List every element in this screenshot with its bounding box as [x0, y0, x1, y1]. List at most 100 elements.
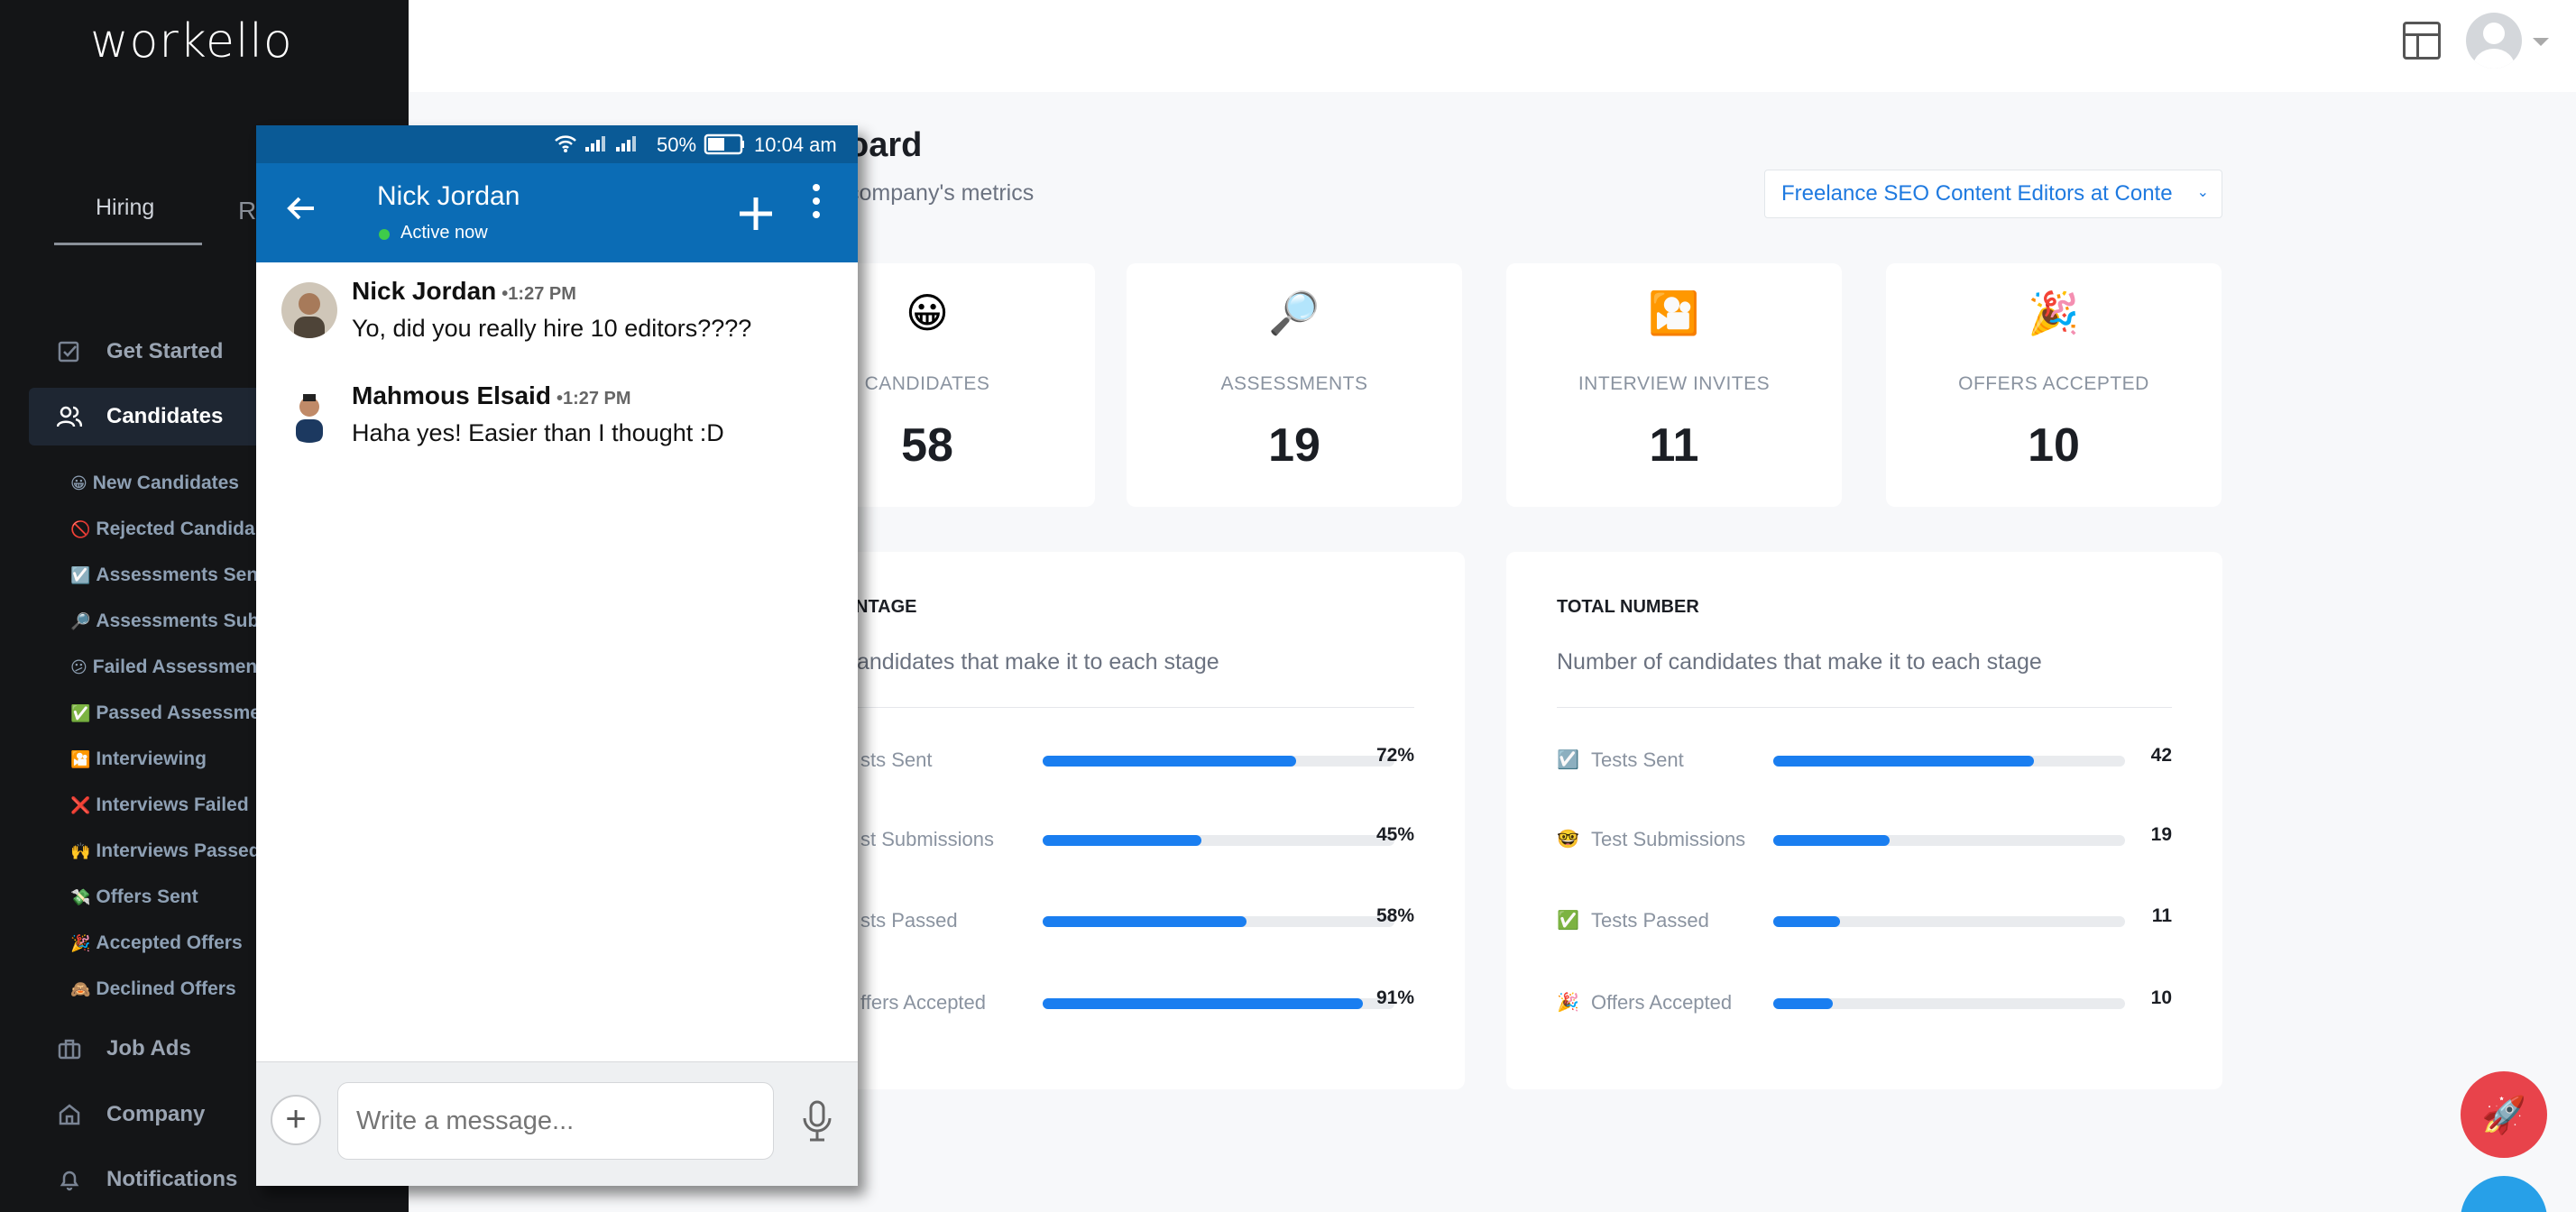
divider [857, 707, 1414, 708]
chat-app-bar: Nick Jordan Active now [256, 163, 858, 262]
job-select-value: Freelance SEO Content Editors at Conte [1781, 181, 2173, 206]
stat-card-offers-accepted: 🎉 OFFERS ACCEPTED 10 [1886, 263, 2222, 507]
progress-track [1773, 998, 2125, 1009]
page-subtitle: company's metrics [848, 180, 1035, 206]
progress-fill [1773, 756, 2034, 767]
panel-heading: TOTAL NUMBER [1557, 597, 1699, 617]
stat-card-assessments: 🔎 ASSESSMENTS 19 [1127, 263, 1462, 507]
chevron-down-icon[interactable] [2533, 38, 2549, 46]
signal-icon [585, 136, 605, 152]
more-vertical-icon[interactable] [812, 181, 821, 225]
app-logo: workello [90, 14, 293, 69]
battery-icon [704, 133, 744, 155]
stage-label: sts Passed [860, 909, 958, 932]
wifi-icon [555, 135, 576, 152]
sub-accepted-offers[interactable]: 🎉 Accepted Offers [70, 932, 243, 953]
message-sender: Mahmous Elsaid •1:27 PM [352, 381, 631, 409]
message-time: •1:27 PM [556, 389, 631, 409]
progress-fill [1043, 916, 1247, 927]
contact-status: Active now [400, 223, 488, 243]
stage-icon: ☑️ [1557, 750, 1579, 770]
progress-fill [1043, 835, 1201, 846]
stat-label: CANDIDATES [864, 373, 990, 394]
panel-description: andidates that make it to each stage [857, 649, 1219, 675]
nav-job-ads[interactable]: Job Ads [0, 1020, 409, 1078]
nav-label: Job Ads [106, 1036, 191, 1060]
progress-track [1043, 998, 1394, 1009]
progress-track [1043, 835, 1394, 846]
progress-track [1043, 756, 1394, 767]
top-bar [409, 0, 2576, 92]
stage-icon: 🤓 [1557, 830, 1579, 849]
microphone-icon[interactable] [799, 1098, 835, 1143]
user-avatar[interactable] [2466, 13, 2522, 69]
nav-get-started[interactable]: Get Started [0, 323, 409, 381]
stage-label: ffers Accepted [860, 991, 987, 1014]
stage-row: ffers Accepted 91% [826, 984, 1414, 1020]
sub-passed-assessments[interactable]: ✅ Passed Assessme [70, 702, 261, 723]
stage-value: 72% [1375, 745, 1414, 766]
stage-label: Offers Accepted [1591, 991, 1733, 1014]
stat-label: INTERVIEW INVITES [1578, 373, 1771, 394]
stage-icon: ✅ [1557, 911, 1579, 931]
message-sender: Nick Jordan •1:27 PM [352, 277, 576, 305]
stage-label: Tests Sent [1591, 748, 1684, 771]
nav-company[interactable]: Company [0, 1086, 409, 1143]
rocket-button[interactable]: 🚀 [2461, 1071, 2547, 1158]
message-input[interactable] [337, 1082, 774, 1160]
sender-avatar [281, 387, 337, 443]
stat-label: ASSESSMENTS [1220, 373, 1368, 394]
message-text: Haha yes! Easier than I thought :D [352, 419, 724, 446]
back-arrow-icon[interactable] [283, 190, 319, 234]
stage-label: st Submissions [860, 828, 994, 850]
stage-value: 42 [2150, 745, 2172, 766]
status-time: 10:04 am [754, 133, 837, 156]
signal-icon [616, 136, 636, 152]
sub-rejected-candidates[interactable]: 🚫 Rejected Candida [70, 519, 255, 539]
party-popper-icon: 🎉 [2028, 289, 2080, 336]
stat-value: 11 [1649, 419, 1699, 472]
tab-hiring[interactable]: Hiring [54, 189, 202, 245]
battery-percent: 50% [657, 133, 697, 156]
message-composer: + [256, 1061, 858, 1186]
magnifier-icon: 🔎 [1268, 289, 1320, 336]
grinning-face-icon: 😀 [906, 289, 949, 336]
stage-value: 91% [1375, 987, 1414, 1008]
stat-label: OFFERS ACCEPTED [1958, 373, 2149, 394]
layout-icon[interactable] [2403, 22, 2441, 60]
nav-notifications[interactable]: Notifications [0, 1151, 409, 1208]
sub-interviews-passed[interactable]: 🙌 Interviews Passed [70, 840, 261, 861]
stage-row: ☑️ Tests Sent 42 [1557, 741, 2172, 777]
nav-label: Get Started [106, 339, 224, 363]
bell-icon [56, 1166, 83, 1193]
online-indicator [379, 229, 390, 240]
plus-icon[interactable] [736, 181, 776, 243]
contact-name: Nick Jordan [377, 181, 520, 211]
stage-row: 🎉 Offers Accepted 10 [1557, 984, 2172, 1020]
sub-declined-offers[interactable]: 🙈 Declined Offers [70, 978, 236, 999]
stat-value: 58 [901, 419, 953, 472]
sub-failed-assessments[interactable]: 😕 Failed Assessmen [70, 656, 258, 677]
stage-row: st Submissions 45% [826, 821, 1414, 857]
sub-interviewing[interactable]: 🎦 Interviewing [70, 748, 207, 769]
stage-label: sts Sent [860, 748, 933, 771]
progress-track [1773, 756, 2125, 767]
job-select[interactable]: Freelance SEO Content Editors at Conte ⌄ [1764, 170, 2222, 218]
stage-value: 58% [1375, 905, 1414, 926]
progress-fill [1043, 756, 1296, 767]
camera-icon: 🎦 [1648, 289, 1700, 336]
status-bar: 50% 10:04 am [256, 125, 858, 163]
stat-card-interview-invites: 🎦 INTERVIEW INVITES 11 [1506, 263, 1842, 507]
sub-assessments-submitted[interactable]: 🔎 Assessments Sub [70, 611, 260, 631]
sub-assessments-sent[interactable]: ☑️ Assessments Sen [70, 565, 259, 585]
sub-offers-sent[interactable]: 💸 Offers Sent [70, 886, 198, 907]
nav-label: Company [106, 1102, 206, 1126]
progress-track [1773, 835, 2125, 846]
nav-label: Candidates [106, 404, 224, 428]
attach-plus-button[interactable]: + [271, 1095, 321, 1145]
sub-interviews-failed[interactable]: ❌ Interviews Failed [70, 794, 249, 815]
nav-label: Notifications [106, 1167, 238, 1191]
stage-row: 🤓 Test Submissions 19 [1557, 821, 2172, 857]
chat-button[interactable] [2461, 1176, 2547, 1212]
sub-new-candidates[interactable]: 😀 New Candidates [70, 473, 239, 493]
